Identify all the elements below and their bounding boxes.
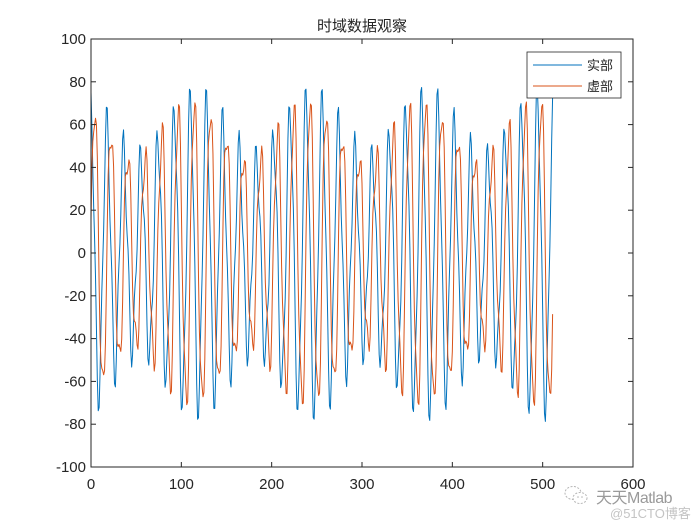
- x-tick-label: 0: [87, 476, 95, 493]
- y-tick-label: 20: [69, 202, 86, 219]
- wechat-bubble-icon: [564, 486, 588, 504]
- y-tick-label: -40: [64, 331, 86, 348]
- y-tick-label: -80: [64, 416, 86, 433]
- legend[interactable]: 实部 虚部: [526, 51, 622, 99]
- y-tick-label: 0: [78, 245, 86, 262]
- ticks-layer: 0 100 200 300 400 500 600 -100 -80 -60 -40 -20 0 20 40…: [56, 31, 646, 493]
- x-tick-label: 100: [169, 476, 194, 493]
- y-tick-label: 40: [69, 159, 86, 176]
- plot-area[interactable]: 0 100 200 300 400 500 600 -100 -80 -60 -40 -20 0 20 40…: [56, 31, 646, 493]
- x-tick-label: 600: [620, 476, 645, 493]
- legend-label-real: 实部: [587, 59, 613, 74]
- watermark-source: @51CTO博客: [610, 506, 691, 521]
- x-tick-label: 500: [530, 476, 555, 493]
- series-imag-line: [90, 101, 554, 406]
- x-tick-label: 200: [259, 476, 284, 493]
- y-tick-label: -20: [64, 288, 86, 305]
- chart-title: 时域数据观察: [317, 17, 407, 35]
- y-tick-label: 80: [69, 74, 86, 91]
- watermark-text: 天天Matlab: [596, 490, 673, 507]
- x-tick-label: 400: [440, 476, 465, 493]
- y-tick-label: 60: [69, 117, 86, 134]
- y-tick-label: -100: [56, 459, 86, 476]
- axes-background: [91, 39, 633, 467]
- legend-box: [526, 51, 622, 99]
- x-tick-label: 300: [349, 476, 374, 493]
- series-layer: [90, 85, 554, 422]
- y-tick-label: 100: [61, 31, 86, 48]
- y-tick-label: -60: [64, 373, 86, 390]
- legend-label-imag: 虚部: [587, 80, 613, 95]
